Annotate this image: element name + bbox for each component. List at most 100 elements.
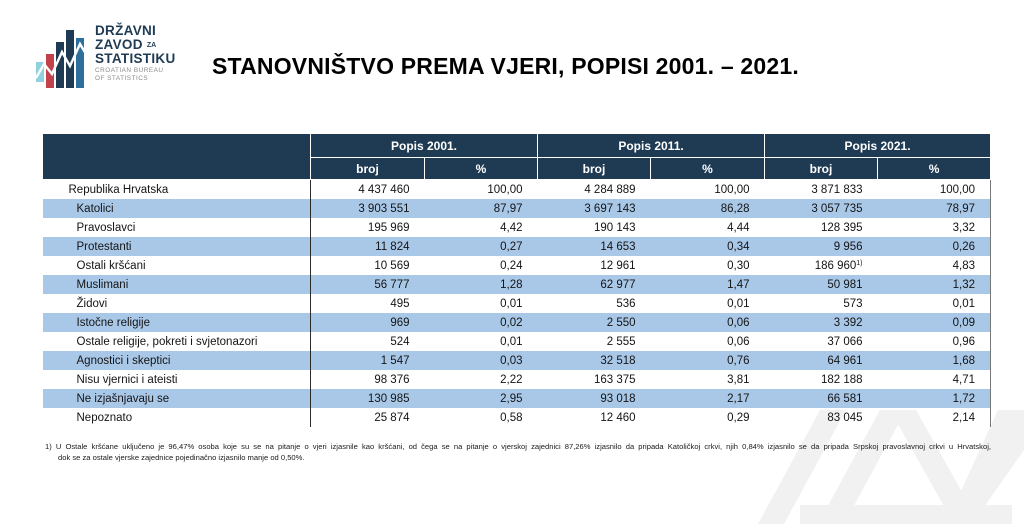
table-cell: 4,83 — [877, 256, 992, 275]
table-cell: 100,00 — [877, 179, 992, 199]
table-cell: 25 874 — [310, 408, 425, 427]
table-cell: 98 376 — [310, 370, 425, 389]
table-cell: 524 — [310, 332, 425, 351]
table-cell: 573 — [843, 297, 863, 310]
table-row: Nepoznato 25 874 0,58 12 460 0,29 83 045 2,14 — [43, 408, 992, 427]
table-cell: 3,32 — [877, 218, 992, 237]
table-cell: 2,14 — [877, 408, 992, 427]
table-cell: 93 018 — [537, 389, 651, 408]
table-cell: 2,17 — [650, 389, 765, 408]
table-cell: 86,28 — [650, 199, 765, 218]
table-cell: 3 903 551 — [310, 199, 425, 218]
table-cell: 2 555 — [606, 335, 636, 348]
table-cell: 186 9601) — [814, 259, 863, 272]
table-cell: 3 057 735 — [764, 199, 878, 218]
table-cell: 536 — [616, 297, 636, 310]
table-cell: 0,02 — [424, 313, 538, 332]
table-cell: 0,09 — [877, 313, 992, 332]
table-cell: 3 871 833 — [811, 183, 863, 196]
row-label: Nepoznato — [76, 411, 133, 424]
table-row: Istočne religije 969 0,02 2 550 0,06 3 392 0,0… — [42, 313, 992, 332]
table-cell: 64 961 — [764, 351, 878, 370]
table-cell: 2,95 — [424, 389, 538, 408]
table-row: Ostali kršćani 10 569 0,24 12 961 0,30 186 96… — [43, 256, 992, 275]
row-label: Ne izjašnjavaju se — [42, 389, 311, 408]
table-cell: 0,58 — [500, 411, 523, 424]
table-cell: 4,44 — [727, 221, 750, 234]
table-cell: 4,71 — [877, 370, 992, 389]
dzs-logo: DRŽAVNI ZAVOD ZA STATISTIKU CROATIAN BUR… — [34, 23, 176, 107]
table-cell: 0,01 — [500, 335, 523, 348]
table-cell: 10 569 — [310, 256, 425, 275]
table-cell: 1,47 — [650, 275, 765, 294]
footnote-line2: dok se za ostale vjerske zajednice pojed… — [58, 452, 305, 462]
table-cell: 0,24 — [500, 259, 523, 272]
table-cell: 1,32 — [877, 275, 992, 294]
row-label: Nisu vjernici i ateisti — [76, 373, 178, 386]
row-label: Muslimani — [42, 275, 311, 294]
logo-name-line2: ZAVOD ZA — [95, 36, 157, 52]
column-group-header-2: Popis 2021. — [764, 133, 992, 158]
row-label: Republika Hrvatska — [68, 183, 169, 196]
sub-header-count-2: broj — [764, 157, 879, 180]
table-cell: 83 045 — [827, 411, 863, 424]
table-cell: 195 969 — [310, 218, 425, 237]
sub-header-count-0: broj — [310, 157, 425, 180]
table-cell: 12 460 — [600, 411, 636, 424]
table-cell: 56 777 — [310, 275, 425, 294]
footnote-line1: 1) U Ostale kršćane uključeno je 96,47% … — [45, 442, 991, 451]
row-label: Ostale religije, pokreti i svjetonazori — [76, 335, 258, 348]
table-cell: 4 437 460 — [310, 179, 425, 199]
row-label: Pravoslavci — [76, 221, 136, 234]
table-cell: 0,26 — [877, 237, 992, 256]
table-cell: 1 547 — [310, 351, 425, 370]
table-row: Katolici 3 903 551 87,97 3 697 143 86,28 3 05… — [42, 199, 992, 218]
table-cell: 50 981 — [764, 275, 878, 294]
table-cell: 87,97 — [424, 199, 538, 218]
table-cell: 32 518 — [537, 351, 651, 370]
logo-name-line3: STATISTIKU — [95, 51, 176, 66]
table-cell: 0,76 — [650, 351, 765, 370]
table-cell: 0,01 — [727, 297, 750, 310]
table-body: Republika Hrvatska 4 437 460 100,00 4 284 8… — [42, 179, 992, 427]
table-cell: 128 395 — [820, 221, 863, 234]
table-head: Popis 2001. Popis 2011. Popis 2021. broj% br… — [42, 133, 992, 180]
table-cell: 0,29 — [727, 411, 750, 424]
sub-header-percent-0: % — [423, 157, 539, 180]
sub-header-percent-1: % — [650, 157, 766, 180]
row-label: Židovi — [76, 297, 108, 310]
table-cell: 14 653 — [537, 237, 651, 256]
row-label: Ostali kršćani — [76, 259, 146, 272]
footnote-marker: 1) — [856, 259, 863, 267]
table-cell: 0,30 — [727, 259, 750, 272]
table-cell: 100,00 — [487, 183, 523, 196]
logo-name-line1: DRŽAVNI — [95, 23, 157, 38]
table-cell: 78,97 — [877, 199, 992, 218]
table-row: Muslimani 56 777 1,28 62 977 1,47 50 981 1,32 — [42, 275, 992, 294]
table-row: Židovi 495 0,01 536 0,01 573 0,01 — [43, 294, 992, 313]
religion-census-table: Popis 2001. Popis 2011. Popis 2021. broj% br… — [42, 133, 992, 427]
table-cell: 1,72 — [877, 389, 992, 408]
table-cell: 969 — [310, 313, 425, 332]
table-cell: 9 956 — [764, 237, 878, 256]
column-group-header-0: Popis 2001. — [309, 133, 539, 158]
table-row: Nisu vjernici i ateisti 98 376 2,22 163 375… — [43, 370, 992, 389]
table-cell: 2,22 — [500, 373, 523, 386]
table-row: Ostale religije, pokreti i svjetonazori 5… — [43, 332, 992, 351]
table-cell: 4,42 — [500, 221, 523, 234]
table-cell: 4 284 889 — [584, 183, 636, 196]
logo-subtitle-line2: OF STATISTICS — [95, 75, 149, 82]
column-group-header-1: Popis 2011. — [537, 133, 766, 158]
table-cell: 182 188 — [820, 373, 863, 386]
table-cell: 0,06 — [727, 335, 750, 348]
table-cell: 11 824 — [310, 237, 425, 256]
table-cell: 66 581 — [764, 389, 878, 408]
table-cell: 0,03 — [424, 351, 538, 370]
logo-subtitle-line1: CROATIAN BUREAU — [95, 66, 164, 74]
table-row: Protestanti 11 824 0,27 14 653 0,34 9 956 0,26 — [42, 237, 992, 256]
table-cell: 190 143 — [593, 221, 636, 234]
table-row: Republika Hrvatska 4 437 460 100,00 4 284 8… — [43, 179, 992, 199]
table-cell: 62 977 — [537, 275, 651, 294]
footnote: 1) U Ostale kršćane uključeno je 96,47% … — [45, 442, 991, 463]
table-cell: 3 697 143 — [537, 199, 651, 218]
